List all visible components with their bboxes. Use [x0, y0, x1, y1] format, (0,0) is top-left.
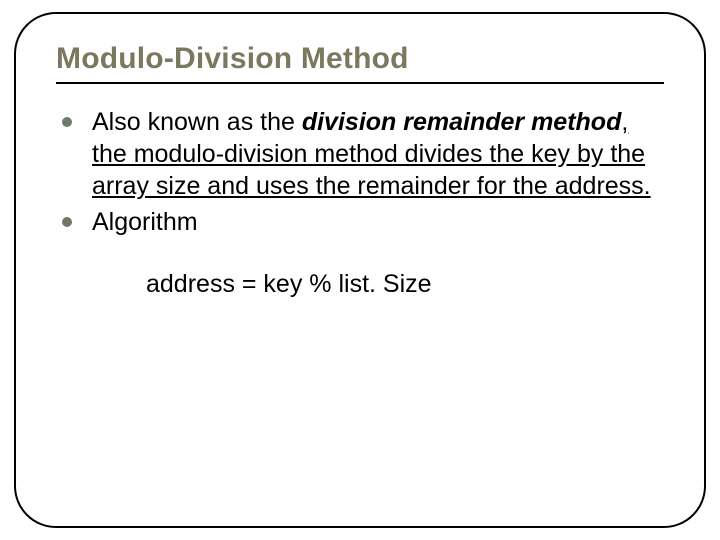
- list-item: Also known as the division remainder met…: [62, 106, 664, 202]
- list-item: Algorithm: [62, 206, 664, 238]
- bullet-prefix: Also known as the: [92, 108, 302, 136]
- slide-frame: Modulo-Division Method Also known as the…: [14, 12, 706, 528]
- code-expression: address = key % list. Size: [146, 270, 664, 299]
- bullet-icon: [62, 217, 72, 227]
- bullet-icon: [62, 117, 72, 127]
- bullet-prefix: Algorithm: [92, 208, 198, 236]
- bullet-emphasis: division remainder method: [302, 108, 622, 136]
- bullet-text: Algorithm: [92, 206, 198, 238]
- bullet-text: Also known as the division remainder met…: [92, 106, 664, 202]
- slide-title: Modulo-Division Method: [56, 42, 664, 84]
- bullet-list: Also known as the division remainder met…: [56, 106, 664, 238]
